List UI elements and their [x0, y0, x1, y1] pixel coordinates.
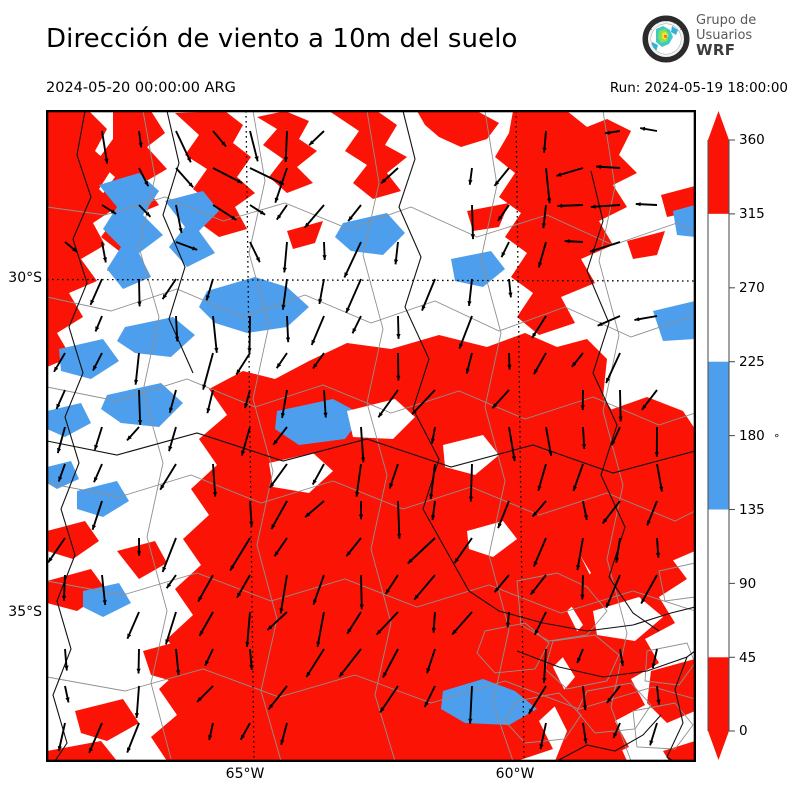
- lat-label-35s: 35°S: [8, 604, 42, 620]
- contour-fill-red: [47, 111, 695, 761]
- lat-label-30s: 30°S: [8, 270, 42, 286]
- page-title: Dirección de viento a 10m del suelo: [46, 24, 518, 54]
- colorbar-tick-45: 45: [739, 650, 757, 666]
- coastline: [47, 111, 695, 761]
- colorbar-tick-270: 270: [739, 280, 765, 296]
- logo-text-block: Grupo de Usuarios WRF: [696, 13, 796, 59]
- colorbar-tick-0: 0: [739, 723, 748, 739]
- logo-line-3: WRF: [696, 41, 736, 59]
- lon-label-60w: 60°W: [495, 766, 535, 782]
- wind-direction-map: [47, 111, 695, 761]
- logo-line-1: Grupo de: [696, 13, 757, 28]
- lon-label-65w: 65°W: [225, 766, 265, 782]
- colorbar[interactable]: 360 315 270 225 180 135 90 45 0 °: [700, 105, 800, 770]
- colorbar-unit-label: °: [774, 432, 780, 445]
- colorbar-tick-315: 315: [739, 206, 765, 222]
- map-plot-area[interactable]: [46, 110, 696, 762]
- gridlines: [47, 111, 695, 761]
- logo-line-2: Usuarios: [696, 27, 753, 43]
- colorbar-tick-180: 180: [739, 428, 765, 444]
- gridline-lat-30s: [47, 278, 695, 282]
- colorbar-tick-360: 360: [739, 132, 765, 148]
- colorbar-tick-90: 90: [739, 576, 757, 592]
- administrative-boundaries: [47, 111, 695, 761]
- run-time-label: Run: 2024-05-19 18:00:00: [609, 80, 788, 96]
- wrf-globe-emblem-icon: [640, 14, 692, 66]
- colorbar-gradient: [707, 111, 735, 760]
- gridline-lon-60w: [515, 111, 525, 761]
- colorbar-tick-135: 135: [739, 502, 765, 518]
- colorbar-tick-225: 225: [739, 354, 765, 370]
- wrf-user-group-logo: Grupo de Usuarios WRF: [640, 12, 796, 70]
- contour-fill-blue: [47, 173, 695, 725]
- valid-time-label: 2024-05-20 00:00:00 ARG: [46, 80, 236, 96]
- gridline-lon-65w: [245, 111, 255, 761]
- wind-vector-field: [47, 126, 664, 754]
